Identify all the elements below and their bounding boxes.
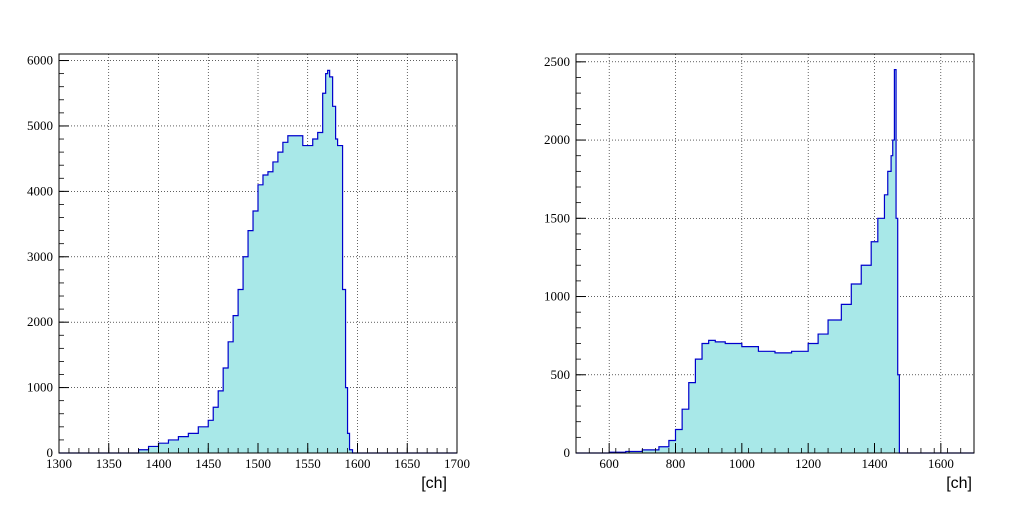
y-tick-label: 0 — [564, 445, 571, 460]
x-tick-label: 1000 — [729, 456, 755, 471]
x-tick-label: 600 — [599, 456, 619, 471]
histogram-right: 600 800 1000 1200 1400 1600 0 500 1000 1500 2000 25… — [544, 53, 975, 492]
y-tick-label: 6000 — [27, 53, 53, 68]
histogram-line — [576, 69, 974, 454]
histogram-fill — [576, 69, 974, 453]
y-tick-label: 5000 — [27, 118, 53, 133]
x-tick-label: 1450 — [195, 456, 221, 471]
y-tick-label: 500 — [551, 367, 571, 382]
y-tick-label: 0 — [47, 445, 54, 460]
x-tick-label: 1350 — [96, 456, 122, 471]
x-tick-label: 1300 — [46, 456, 72, 471]
y-tick-label: 2500 — [544, 54, 570, 69]
x-tick-label: 1600 — [345, 456, 371, 471]
x-tick-label: 1700 — [444, 456, 470, 471]
x-tick-label: 1500 — [245, 456, 271, 471]
x-tick-label: 1200 — [795, 456, 821, 471]
x-tick-label: 1600 — [928, 456, 954, 471]
x-tick-label: 1550 — [295, 456, 321, 471]
y-tick-label: 1000 — [27, 380, 53, 395]
x-axis-label: [ch] — [421, 475, 447, 492]
histogram-left: 1300 1350 1400 1450 1500 1550 1600 1650 1700 0 100… — [27, 53, 470, 492]
x-tick-label: 1400 — [146, 456, 172, 471]
y-tick-label: 1000 — [544, 289, 570, 304]
x-tick-label: 800 — [666, 456, 686, 471]
y-tick-label: 4000 — [27, 183, 53, 198]
y-tick-label: 2000 — [544, 132, 570, 147]
x-tick-label: 1400 — [862, 456, 888, 471]
histogram-line — [59, 69, 457, 454]
x-axis-label: [ch] — [946, 475, 972, 492]
y-tick-label: 2000 — [27, 314, 53, 329]
y-tick-label: 1500 — [544, 210, 570, 225]
y-tick-label: 3000 — [27, 249, 53, 264]
histogram-fill — [59, 70, 457, 453]
x-tick-label: 1650 — [394, 456, 420, 471]
